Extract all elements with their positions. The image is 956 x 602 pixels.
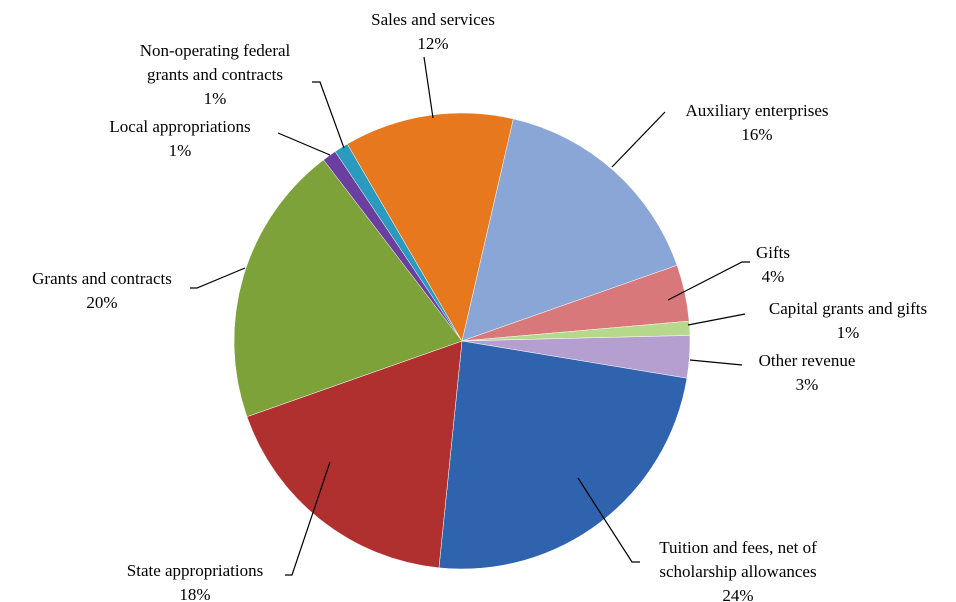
data-label-value: 1%	[169, 141, 192, 160]
data-label-value: 20%	[86, 293, 117, 312]
data-label-value: 16%	[741, 125, 772, 144]
data-label-name: Grants and contracts	[32, 269, 172, 288]
pie-slice	[246, 340, 463, 569]
data-label-value: 3%	[796, 375, 819, 394]
data-label-value: 12%	[417, 34, 448, 53]
leader-line	[190, 267, 246, 289]
leader-line	[423, 56, 434, 119]
data-label-name: Sales and services	[371, 10, 495, 29]
leader-line	[687, 313, 746, 326]
leader-line	[277, 132, 331, 156]
data-label-name: Other revenue	[759, 351, 856, 370]
data-label-value: 1%	[204, 89, 227, 108]
leader-line	[577, 477, 640, 563]
data-label-name: Capital grants and gifts	[769, 299, 927, 318]
data-label-name: Tuition and fees, net of scholarship allo…	[659, 538, 817, 581]
pie-slice	[233, 159, 463, 418]
leader-line	[667, 261, 750, 301]
data-label-value: 18%	[179, 585, 210, 602]
pie-slice	[438, 340, 688, 570]
leader-line	[689, 359, 743, 366]
data-label-name: State appropriations	[127, 561, 263, 580]
pie-slice	[346, 112, 514, 342]
leader-line	[611, 111, 666, 168]
leader-line	[312, 81, 345, 149]
data-label-name: Non-operating federal grants and contract…	[140, 41, 291, 84]
data-label-name: Auxiliary enterprises	[685, 101, 828, 120]
data-label-value: 24%	[722, 586, 753, 602]
data-label-value: 4%	[762, 267, 785, 286]
pie-slice	[461, 118, 678, 342]
leader-line	[285, 461, 331, 576]
data-label-value: 1%	[837, 323, 860, 342]
data-label-name: Local appropriations	[109, 117, 250, 136]
data-label-name: Gifts	[756, 243, 790, 262]
